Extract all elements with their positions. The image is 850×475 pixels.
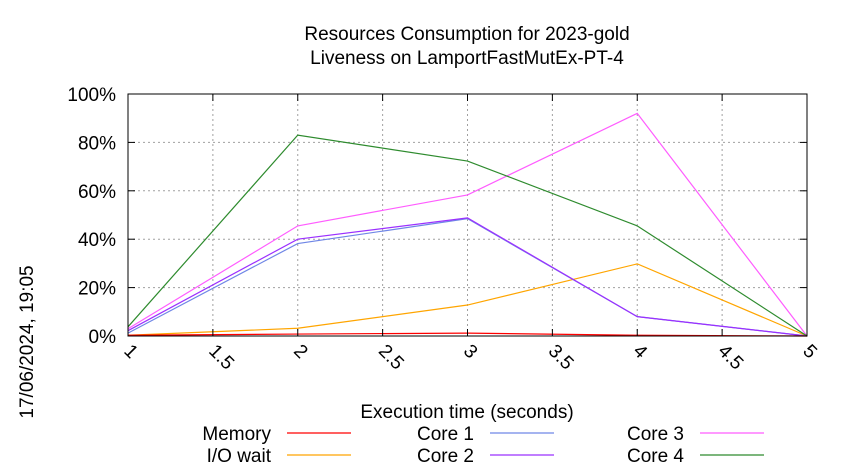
y-tick-label: 40% xyxy=(78,230,116,251)
series-line-core-1 xyxy=(127,218,808,337)
x-tick-label: 3 xyxy=(459,341,481,363)
x-axis: 1 1.5 2 2.5 3 3.5 4 4.5 5 xyxy=(119,94,821,375)
series-line-core-2 xyxy=(127,217,808,337)
y-tick-label: 80% xyxy=(78,133,116,154)
y-tick-label: 60% xyxy=(78,182,116,203)
y-axis: 0% 20% 40% 60% 80% 100% xyxy=(67,85,807,348)
series-line-i-o-wait xyxy=(127,263,808,337)
y-tick-label: 100% xyxy=(67,85,116,106)
y-tick-label: 0% xyxy=(89,327,117,348)
x-tick-label: 3.5 xyxy=(544,341,578,375)
legend-label-i-o-wait: I/O wait xyxy=(207,446,272,467)
series-line-core-4 xyxy=(127,134,808,337)
legend-label-core-4: Core 4 xyxy=(627,446,684,467)
x-tick-label: 5 xyxy=(798,341,820,363)
legend-label-core-3: Core 3 xyxy=(627,424,684,445)
legend-label-core-2: Core 2 xyxy=(417,446,474,467)
x-axis-title: Execution time (seconds) xyxy=(360,402,573,423)
timestamp-label: 17/06/2024, 19:05 xyxy=(17,265,38,418)
legend-label-core-1: Core 1 xyxy=(417,424,474,445)
legend-label-memory: Memory xyxy=(202,424,271,445)
x-tick-label: 2.5 xyxy=(374,341,408,375)
x-tick-label: 1 xyxy=(119,341,141,363)
x-tick-label: 4 xyxy=(629,341,652,364)
y-tick-label: 20% xyxy=(78,279,116,300)
x-tick-label: 2 xyxy=(289,341,311,363)
x-tick-label: 1.5 xyxy=(204,341,238,375)
series-line-core-3 xyxy=(127,112,808,337)
chart-title: Resources Consumption for 2023-gold xyxy=(304,24,629,45)
plot-grid xyxy=(128,94,807,336)
x-tick-label: 4.5 xyxy=(714,341,748,375)
chart-subtitle: Liveness on LamportFastMutEx-PT-4 xyxy=(310,48,624,69)
